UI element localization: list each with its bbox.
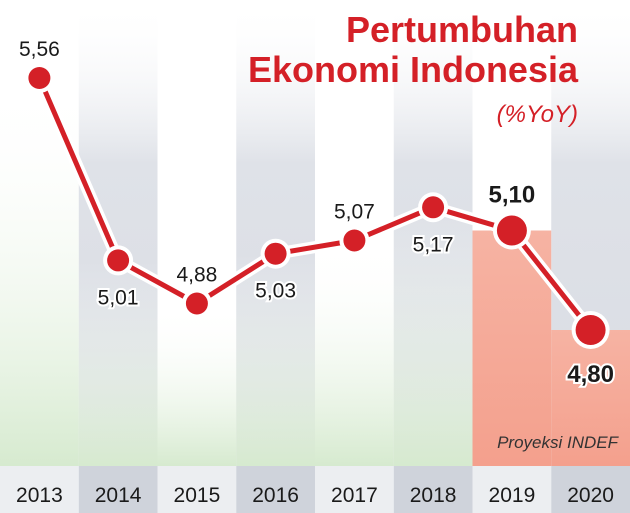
- x-axis-cell-2013: [0, 466, 79, 513]
- x-axis-cell-2016: [236, 466, 315, 513]
- area-fill-2015: [157, 303, 237, 466]
- data-point-2019: [496, 215, 527, 246]
- chart-title-line-2: Ekonomi Indonesia: [248, 49, 579, 90]
- area-fill-2016: [236, 253, 315, 466]
- projection-annotation: Proyeksi INDEF: [497, 433, 620, 452]
- data-point-2015: [185, 292, 208, 315]
- data-point-2016: [264, 242, 287, 265]
- value-label-2016: 5,03: [255, 280, 296, 303]
- x-axis-cell-2019: [472, 466, 552, 513]
- x-tick-label-2016: 2016: [252, 484, 299, 507]
- value-label-2019: 5,10: [489, 182, 536, 209]
- value-label-2020: 4,80: [567, 361, 614, 388]
- value-label-2013: 5,56: [19, 38, 60, 61]
- chart-subtitle: (%YoY): [497, 101, 578, 128]
- x-tick-label-2014: 2014: [95, 484, 142, 507]
- x-axis-cell-2020: [551, 466, 630, 513]
- data-point-2020: [575, 315, 606, 345]
- value-label-2015: 4,88: [176, 264, 217, 287]
- value-label-2017: 5,07: [334, 201, 375, 224]
- x-tick-label-2013: 2013: [16, 484, 63, 507]
- x-tick-label-2020: 2020: [567, 484, 614, 507]
- x-tick-label-2019: 2019: [489, 484, 536, 507]
- x-tick-label-2017: 2017: [331, 484, 378, 507]
- value-label-2014: 5,01: [98, 286, 139, 309]
- x-tick-label-2015: 2015: [174, 484, 221, 507]
- x-axis-cell-2017: [315, 466, 394, 513]
- area-fill-2018: [393, 207, 473, 467]
- area-fill-2017: [315, 240, 394, 466]
- x-axis-cell-2014: [78, 466, 158, 513]
- value-label-2018: 5,17: [413, 233, 454, 256]
- x-axis-cell-2015: [157, 466, 237, 513]
- chart-title-line-1: Pertumbuhan: [346, 9, 578, 50]
- data-point-2014: [107, 249, 130, 272]
- area-fill-2014: [78, 260, 158, 466]
- data-point-2018: [422, 196, 445, 219]
- x-axis-cell-2018: [393, 466, 473, 513]
- projection-area-2020: [551, 330, 630, 466]
- x-tick-label-2018: 2018: [410, 484, 457, 507]
- data-point-2017: [343, 229, 366, 252]
- data-point-2013: [28, 67, 51, 89]
